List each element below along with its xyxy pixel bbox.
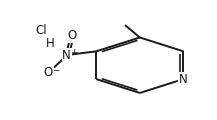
Text: −: − xyxy=(52,65,60,74)
Text: N: N xyxy=(62,49,71,62)
Text: +: + xyxy=(70,48,78,57)
Text: N: N xyxy=(179,73,188,86)
Text: O: O xyxy=(67,29,76,42)
Text: H: H xyxy=(45,37,54,51)
Text: O: O xyxy=(44,66,53,79)
Text: Cl: Cl xyxy=(36,24,47,37)
